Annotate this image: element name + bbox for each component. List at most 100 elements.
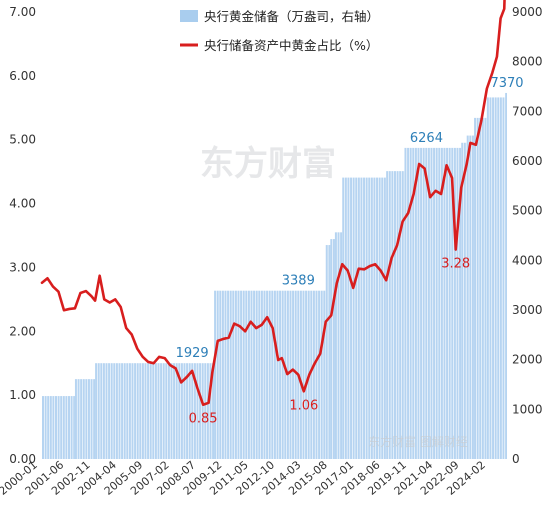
gold-reserve-bar: [139, 363, 142, 459]
gold-reserve-bar: [62, 396, 65, 459]
gold-reserve-bar: [126, 363, 129, 459]
gold-reserve-bar: [435, 147, 438, 459]
gold-reserve-bar: [55, 396, 57, 459]
gold-reserve-bar: [453, 147, 456, 459]
gold-reserve-bar: [196, 363, 199, 459]
gold-reserve-bar: [383, 177, 386, 459]
gold-reserve-bar: [414, 147, 417, 459]
gold-reserve-bar: [102, 363, 105, 459]
gold-reserve-bar: [49, 396, 52, 459]
gold-reserve-bar: [489, 97, 492, 460]
right-axis-tick-label: 7000: [512, 104, 543, 118]
gold-reserve-bar: [73, 396, 75, 459]
gold-reserve-bar: [461, 142, 464, 459]
gold-reserve-bar: [108, 363, 111, 459]
gold-reserve-bar: [318, 290, 321, 459]
watermark-text: 东方财富: [200, 144, 336, 184]
gold-reserve-bar: [284, 290, 287, 459]
bar-value-label: 7370: [490, 76, 523, 91]
gold-reserve-bar: [481, 117, 484, 459]
gold-reserve-bar: [149, 363, 152, 459]
gold-reserve-bar: [199, 363, 202, 459]
gold-reserve-bar: [363, 177, 366, 459]
gold-reserve-bar: [474, 117, 477, 459]
gold-reserve-bar: [57, 396, 60, 459]
left-axis-tick-label: 5.00: [9, 133, 36, 147]
gold-reserve-bar: [399, 171, 402, 459]
gold-reserve-bar: [456, 147, 459, 459]
gold-reserve-bar: [292, 290, 295, 459]
gold-reserve-bar: [165, 363, 168, 459]
gold-reserve-bar: [141, 363, 144, 459]
gold-reserve-bar: [152, 363, 155, 459]
gold-reserve-bar: [77, 379, 80, 459]
gold-reserve-bar: [378, 177, 381, 459]
gold-reserve-bar: [70, 396, 73, 459]
left-axis-tick-label: 1.00: [9, 388, 36, 402]
gold-reserve-bar: [271, 290, 274, 459]
gold-reserve-bar: [237, 290, 240, 459]
gold-reserve-bar: [273, 290, 276, 459]
gold-reserve-bar: [134, 363, 137, 459]
left-axis-tick-label: 4.00: [9, 197, 36, 211]
gold-reserve-bar: [204, 363, 207, 459]
gold-reserve-bar: [68, 396, 70, 459]
gold-reserve-bar: [245, 290, 248, 459]
gold-reserve-bar: [82, 379, 85, 459]
gold-reserve-bar: [417, 147, 420, 459]
right-axis-tick-label: 8000: [512, 55, 543, 69]
gold-reserve-bar: [505, 92, 507, 460]
gold-reserve-bar: [180, 363, 183, 459]
gold-reserve-bar: [332, 239, 335, 459]
bar-value-label: 1929: [176, 346, 209, 361]
gold-reserve-bar: [240, 290, 243, 459]
gold-reserve-bar: [214, 290, 217, 459]
gold-reserve-bar: [330, 239, 333, 459]
legend-bar-swatch: [180, 10, 198, 22]
gold-share-line: [40, 0, 506, 407]
gold-reserve-bar: [420, 147, 423, 459]
bar-value-label: 6264: [410, 131, 443, 146]
gold-reserve-bar: [446, 147, 449, 459]
gold-reserve-bar: [97, 363, 100, 459]
gold-reserve-bar: [258, 290, 261, 459]
gold-reserve-bar: [430, 147, 433, 459]
gold-reserve-bar: [80, 379, 83, 459]
gold-reserve-bar: [263, 290, 266, 459]
gold-reserve-bar: [183, 363, 186, 459]
right-axis-tick-label: 0: [512, 452, 520, 466]
gold-reserve-bar: [162, 363, 165, 459]
gold-reserve-bar: [85, 379, 88, 459]
gold-reserve-bar: [469, 135, 472, 459]
left-axis-tick-label: 6.00: [9, 69, 36, 83]
gold-reserve-bar: [60, 396, 63, 459]
gold-reserve-bar: [355, 177, 358, 459]
gold-reserve-bar: [299, 290, 302, 459]
left-axis-tick-label: 0.00: [9, 452, 36, 466]
gold-reserve-bar: [325, 245, 328, 459]
gold-reserve-bar: [276, 290, 279, 459]
gold-reserve-bar: [95, 363, 98, 459]
gold-reserve-bar: [360, 177, 363, 459]
right-axis-tick-label: 4000: [512, 253, 543, 267]
right-axis-tick-label: 5000: [512, 204, 543, 218]
gold-reserve-bar: [188, 363, 191, 459]
watermark-small-text: 东方财富 图解财经: [368, 434, 468, 449]
gold-reserve-bar: [118, 363, 121, 459]
gold-reserve-bar: [471, 135, 474, 459]
line-value-label: 0.85: [189, 412, 218, 427]
gold-reserve-bar: [427, 147, 430, 459]
gold-reserve-bar: [242, 290, 245, 459]
gold-reserve-bar: [425, 147, 428, 459]
gold-reserve-bar: [344, 177, 347, 459]
gold-reserve-bar: [407, 147, 410, 459]
gold-reserve-bar: [409, 147, 412, 459]
bar-value-label: 3389: [282, 274, 315, 289]
gold-reserve-bar: [320, 290, 323, 459]
gold-reserve-bar: [294, 290, 297, 459]
gold-reserve-bar: [466, 135, 469, 459]
gold-reserve-bar: [281, 290, 284, 459]
left-axis-tick-label: 3.00: [9, 260, 36, 274]
gold-reserve-bar: [310, 290, 313, 459]
